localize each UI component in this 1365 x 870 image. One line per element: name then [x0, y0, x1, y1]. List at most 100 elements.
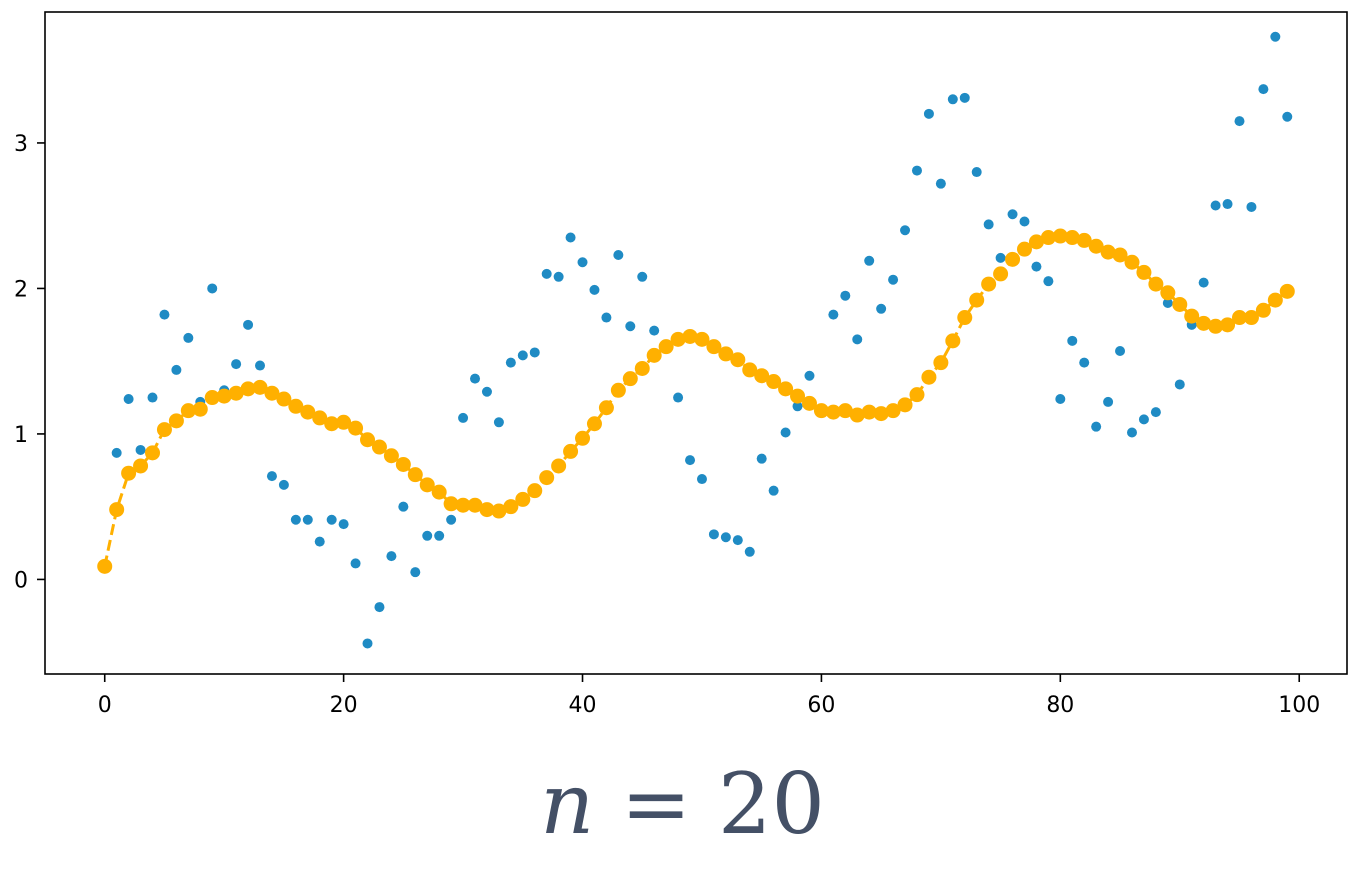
- chart-axes: 0 20 40 60 80 100 0 1 2 3: [14, 132, 1320, 718]
- series-0-point: [756, 453, 767, 464]
- series-0-point: [1162, 297, 1173, 308]
- series-1-point: [491, 503, 507, 519]
- series-1-point: [216, 388, 232, 404]
- series-0-point: [1198, 277, 1209, 288]
- series-1-point: [168, 413, 184, 429]
- series-0-point: [1091, 421, 1102, 432]
- series-0-point: [780, 427, 791, 438]
- series-1-point: [873, 406, 889, 422]
- series-1-point: [837, 403, 853, 419]
- series-1-point: [598, 400, 614, 416]
- series-1-point: [1112, 247, 1128, 263]
- series-0-point: [708, 529, 719, 540]
- series-1-point: [133, 458, 149, 474]
- series-0-point: [935, 178, 946, 189]
- series-1-point: [383, 448, 399, 464]
- y-tick-label: 3: [14, 132, 28, 157]
- series-0-point: [792, 401, 803, 412]
- series-1-point: [431, 484, 447, 500]
- series-0-point: [1007, 209, 1018, 220]
- series-1-point: [312, 410, 328, 426]
- series-0-point: [637, 271, 648, 282]
- series-1-point: [539, 470, 555, 486]
- caption-value: 20: [718, 755, 825, 853]
- series-0-point: [828, 309, 839, 320]
- series-1-point: [1279, 283, 1295, 299]
- series-0-point: [804, 370, 815, 381]
- series-1-point: [1231, 310, 1247, 326]
- series-1-point: [897, 397, 913, 413]
- series-1-point: [909, 387, 925, 403]
- series-1-point: [192, 401, 208, 417]
- series-1-point: [1208, 318, 1224, 334]
- series-1-point: [97, 558, 113, 574]
- series-1-point: [563, 443, 579, 459]
- series-1-point: [479, 502, 495, 518]
- series-1-point: [1243, 310, 1259, 326]
- series-1-point: [467, 497, 483, 513]
- series-0-point: [1258, 84, 1269, 95]
- series-0-point: [744, 546, 755, 557]
- series-1-point: [228, 385, 244, 401]
- series-1-point: [766, 374, 782, 390]
- series-0-point: [207, 283, 218, 294]
- series-0-point: [231, 359, 242, 370]
- y-tick-label: 0: [14, 568, 28, 593]
- x-tick-label: 0: [98, 693, 112, 718]
- series-1-point: [395, 456, 411, 472]
- series-0-point: [398, 501, 409, 512]
- series-0-point: [685, 455, 696, 466]
- series-1-point: [1220, 317, 1236, 333]
- series-0-point: [338, 519, 349, 530]
- x-tick-label: 40: [569, 693, 597, 718]
- series-1-point: [336, 414, 352, 430]
- series-0-point: [768, 485, 779, 496]
- series-0-point: [135, 444, 146, 455]
- series-0-point: [911, 165, 922, 176]
- series-1-point: [407, 467, 423, 483]
- series-0-point: [183, 332, 194, 343]
- series-0-point: [995, 252, 1006, 263]
- y-tick-label: 2: [14, 277, 28, 302]
- series-1-point: [419, 477, 435, 493]
- series-1-point: [156, 422, 172, 438]
- series-1-point: [1064, 230, 1080, 246]
- y-tick-label: 1: [14, 423, 28, 448]
- series-0-point: [541, 268, 552, 279]
- series-0-point: [517, 350, 528, 361]
- series-0-point: [613, 249, 624, 260]
- series-0-point: [1270, 31, 1281, 42]
- series-0-point: [1055, 394, 1066, 405]
- series-0-point: [947, 94, 958, 105]
- series-0-point: [625, 321, 636, 332]
- series-1-point: [252, 379, 268, 395]
- series-0-point: [374, 602, 385, 613]
- series-1-point: [1124, 254, 1140, 270]
- series-1-point: [730, 352, 746, 368]
- series-0-point: [278, 479, 289, 490]
- series-0-point: [314, 536, 325, 547]
- series-1-point: [610, 382, 626, 398]
- series-1-point: [957, 310, 973, 326]
- series-1-point: [204, 390, 220, 406]
- series-0-point: [111, 447, 122, 458]
- series-1-point: [742, 362, 758, 378]
- series-0-point: [290, 514, 301, 525]
- series-0-point: [171, 364, 182, 375]
- series-0-point: [589, 284, 600, 295]
- series-0-point: [1234, 116, 1245, 127]
- series-1-point: [718, 346, 734, 362]
- caption-operator: =: [620, 755, 692, 853]
- series-1-point: [455, 497, 471, 513]
- series-1-point: [180, 403, 196, 419]
- series-1-point: [1100, 244, 1116, 260]
- series-1-point: [1255, 302, 1271, 318]
- series-0-point: [1222, 199, 1233, 210]
- series-0-point: [458, 412, 469, 423]
- series-1-point: [1172, 296, 1188, 312]
- series-1-point: [861, 404, 877, 420]
- series-0-point: [900, 225, 911, 236]
- series-0-point: [147, 392, 158, 403]
- series-0-point: [577, 257, 588, 268]
- series-0-point: [1174, 379, 1185, 390]
